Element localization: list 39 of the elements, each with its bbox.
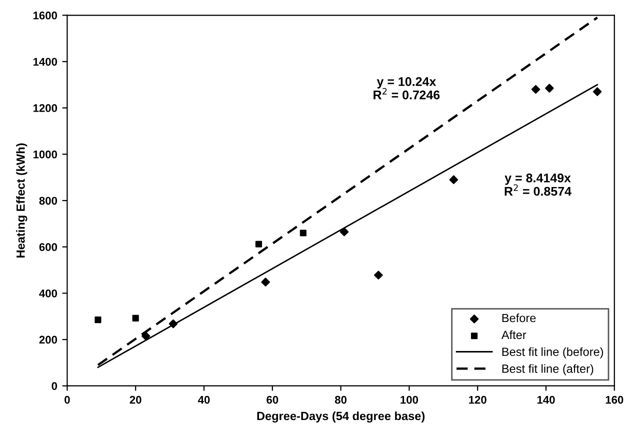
point bbox=[168, 319, 178, 328]
point bbox=[132, 314, 139, 322]
x-tick-label: 40 bbox=[198, 396, 210, 404]
point bbox=[300, 230, 306, 236]
point bbox=[374, 270, 383, 280]
legend-label: Best fit line (after) bbox=[502, 364, 594, 376]
point bbox=[592, 87, 602, 96]
x-tick-label: 140 bbox=[537, 396, 555, 404]
x-tick-label: 20 bbox=[130, 396, 142, 404]
y-tick-label: 400 bbox=[39, 289, 58, 298]
y-tick-label: 800 bbox=[39, 196, 58, 205]
point bbox=[261, 278, 270, 286]
legend-label: After bbox=[501, 330, 526, 340]
y-tick-label: 1400 bbox=[33, 58, 58, 66]
point bbox=[531, 85, 540, 94]
point bbox=[340, 227, 349, 236]
x-tick-label: 80 bbox=[334, 396, 347, 404]
y-tick-label: 1600 bbox=[33, 12, 58, 20]
y-tick-label: 200 bbox=[39, 336, 58, 344]
x-tick-label: 60 bbox=[266, 396, 278, 404]
x-tick-label: 120 bbox=[469, 396, 486, 404]
point bbox=[255, 240, 262, 248]
point bbox=[449, 175, 458, 184]
point bbox=[94, 316, 102, 324]
x-tick-label: 160 bbox=[606, 396, 624, 404]
y-tick-label: 0 bbox=[52, 382, 58, 390]
annotation: y = 10.24x R$^{2}$ = 0.7246 bbox=[374, 77, 440, 100]
x-axis-title: Degree-Days (54 degree base) bbox=[257, 411, 425, 423]
annotation: y = 8.4149x R$^{2}$ = 0.8574 bbox=[504, 174, 572, 196]
point bbox=[545, 84, 554, 93]
legend-label: Best fit line (before) bbox=[502, 347, 604, 358]
x-tick-label: 0 bbox=[64, 396, 70, 404]
point bbox=[141, 332, 150, 340]
y-tick-label: 1200 bbox=[33, 104, 58, 112]
legend-label: Before bbox=[502, 314, 536, 322]
x-tick-label: 100 bbox=[400, 396, 418, 404]
y-axis-title: Heating Effect (kWh) bbox=[16, 143, 28, 258]
y-tick-label: 1000 bbox=[33, 150, 58, 158]
y-tick-label: 600 bbox=[39, 243, 58, 252]
